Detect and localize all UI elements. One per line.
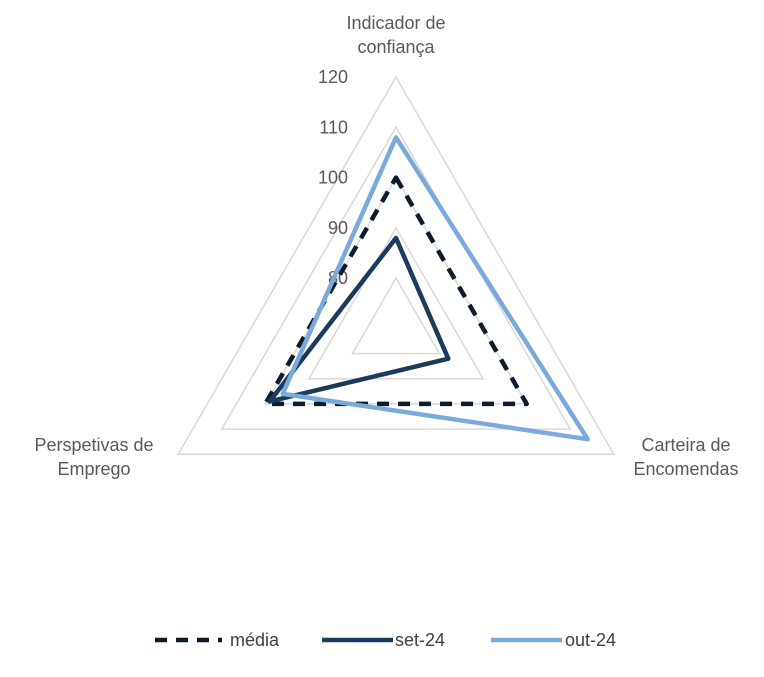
series-set-24: [267, 235, 451, 404]
axis-label-0: Indicador de confiança: [346, 13, 445, 57]
tick-label: 120: [318, 67, 348, 87]
tick-label: 100: [318, 168, 348, 188]
axis-label-line: Perspetivas de: [34, 435, 153, 455]
gridline-120: [176, 75, 616, 456]
axis-labels: Indicador de confiança Carteira de Encomend…: [34, 13, 738, 479]
legend-label: out-24: [565, 630, 616, 650]
axis-label-line: Encomendas: [633, 459, 738, 479]
legend-item-média: média: [155, 630, 280, 650]
axis-label-line: Emprego: [57, 459, 130, 479]
legend-item-out-24: out-24: [491, 630, 616, 650]
gridline-80: [351, 276, 441, 355]
axis-label-line: confiança: [357, 37, 435, 57]
grid-layer: [176, 75, 616, 456]
tick-label: 110: [319, 117, 348, 137]
tick-label: 90: [328, 218, 348, 238]
axis-label-1: Carteira de Encomendas: [633, 435, 738, 479]
series-out-24: [280, 135, 590, 442]
legend-label: média: [230, 630, 280, 650]
legend-label: set-24: [395, 630, 445, 650]
legend-item-set-24: set-24: [322, 630, 445, 650]
gridline-90: [307, 226, 485, 380]
legend: média set-24 out-24: [155, 630, 616, 650]
series-layer: [263, 135, 590, 442]
axis-label-2: Perspetivas de Emprego: [34, 435, 153, 479]
axis-label-line: Indicador de: [346, 13, 445, 33]
axis-label-line: Carteira de: [641, 435, 730, 455]
